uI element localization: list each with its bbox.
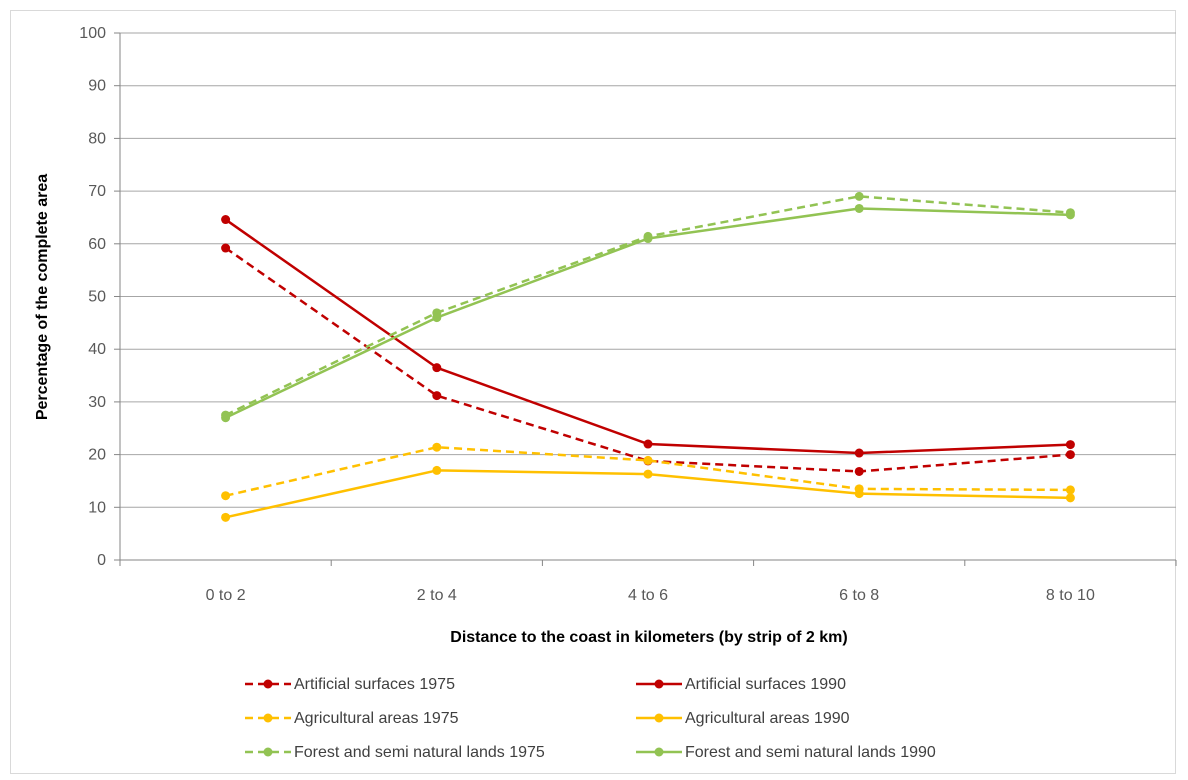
axes: 0 10 20 30 40 50 60 70 80 90 100 0 to 2 2 to 4 4 to 6…	[79, 25, 1177, 604]
legend-swatch-marker	[263, 713, 273, 723]
legend-label: Agricultural areas 1990	[685, 710, 850, 727]
data-point	[432, 313, 442, 323]
data-point	[643, 234, 653, 244]
data-point	[432, 363, 442, 373]
y-tick-label: 70	[88, 183, 106, 200]
data-point	[854, 489, 864, 499]
y-tick-label: 30	[88, 394, 106, 411]
data-point	[643, 455, 653, 465]
legend-item: Forest and semi natural lands 1990	[636, 744, 936, 761]
legend-label: Forest and semi natural lands 1990	[685, 744, 936, 761]
data-point	[854, 203, 864, 213]
data-point	[643, 439, 653, 449]
y-tick-label: 0	[97, 552, 106, 569]
data-point	[1065, 485, 1075, 495]
legend-item: Artificial surfaces 1990	[636, 676, 846, 693]
y-axis-title: Percentage of the complete area	[34, 174, 51, 420]
series-line	[224, 218, 1071, 455]
data-point	[1065, 210, 1075, 220]
x-tick-label: 8 to 10	[1046, 587, 1095, 604]
x-tick-label: 6 to 8	[839, 587, 879, 604]
chart-frame	[10, 10, 1176, 774]
x-tick-label: 0 to 2	[206, 587, 246, 604]
series-lines	[221, 191, 1075, 522]
legend-item: Artificial surfaces 1975	[245, 676, 455, 693]
data-point	[854, 448, 864, 458]
legend-swatch-marker	[263, 747, 273, 757]
legend-label: Artificial surfaces 1990	[685, 676, 846, 693]
y-tick-label: 80	[88, 130, 106, 147]
data-point	[221, 243, 231, 253]
legend-label: Artificial surfaces 1975	[294, 676, 455, 693]
series-line	[225, 445, 1071, 497]
x-tick-label: 4 to 6	[628, 587, 668, 604]
series-line	[224, 246, 1071, 473]
legend-label: Agricultural areas 1975	[294, 710, 459, 727]
y-tick-label: 40	[88, 341, 106, 358]
legend-item: Agricultural areas 1975	[245, 710, 459, 727]
data-point	[1065, 493, 1075, 503]
legend-swatch-marker	[263, 679, 273, 689]
legend: Artificial surfaces 1975 Artificial surfa…	[245, 676, 936, 761]
data-point	[221, 215, 231, 225]
legend-swatch-marker	[654, 713, 664, 723]
data-point	[221, 491, 231, 501]
y-tick-label: 60	[88, 236, 106, 253]
x-tick-label: 2 to 4	[417, 587, 457, 604]
legend-swatch-marker	[654, 747, 664, 757]
legend-swatch-marker	[654, 679, 664, 689]
data-point	[221, 512, 231, 522]
y-tick-label: 20	[88, 447, 106, 464]
y-tick-label: 50	[88, 289, 106, 306]
x-axis-title: Distance to the coast in kilometers (by …	[450, 629, 847, 646]
series-line	[225, 195, 1071, 417]
legend-item: Agricultural areas 1990	[636, 710, 850, 727]
data-point	[432, 442, 442, 452]
data-point	[1065, 440, 1075, 450]
data-point	[432, 391, 442, 401]
data-point	[854, 191, 864, 201]
data-point	[854, 466, 864, 476]
data-point	[643, 469, 653, 479]
legend-label: Forest and semi natural lands 1975	[294, 744, 545, 761]
y-tick-label: 100	[79, 25, 106, 42]
y-tick-label: 90	[88, 78, 106, 95]
data-point	[1065, 450, 1075, 460]
legend-item: Forest and semi natural lands 1975	[245, 744, 545, 761]
data-point	[432, 465, 442, 475]
gridlines	[120, 32, 1176, 508]
y-tick-label: 10	[88, 499, 106, 516]
data-point	[221, 413, 231, 423]
